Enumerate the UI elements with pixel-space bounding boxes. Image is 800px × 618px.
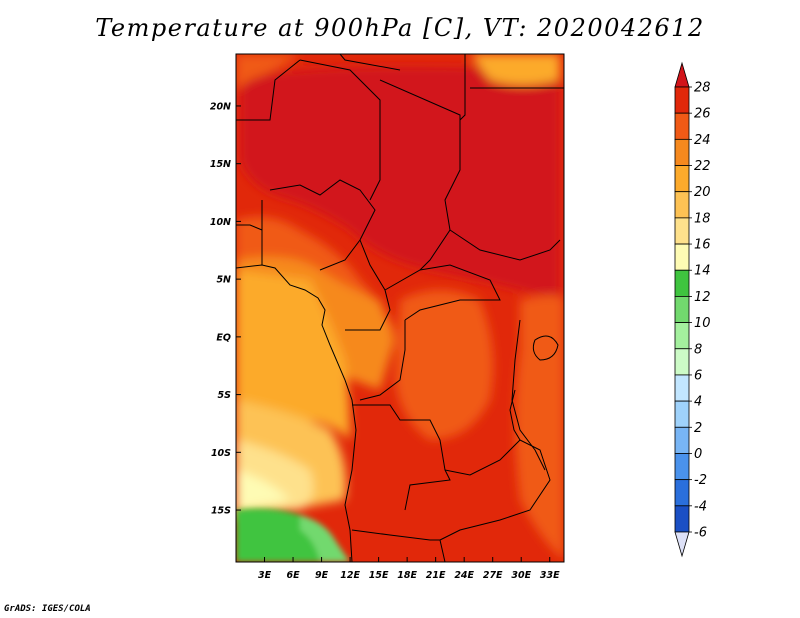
colorbar-box-band_20_22	[674, 165, 690, 193]
x-tick-label: 3E	[258, 570, 272, 581]
grads-credit: GrADS: IGES/COLA	[4, 604, 91, 614]
colorbar-label: 10	[694, 316, 711, 331]
colorbar-label: 0	[694, 447, 702, 462]
x-tick-label: 21E	[426, 570, 446, 581]
colorbar-box-band_10_12	[674, 296, 690, 323]
border-drc-east	[511, 319, 546, 471]
colorbar-box-band_14_16	[674, 243, 690, 271]
colorbar-box-band_22_24	[674, 138, 690, 166]
border-algeria-libya	[339, 54, 401, 71]
y-tick-label: 10N	[210, 217, 231, 228]
y-axis-ticks: 20N 15N 10N 5N EQ 5S 10S 15S	[210, 101, 241, 517]
colorbar-box-band_6_8	[674, 348, 690, 376]
colorbar-label: -2	[694, 473, 707, 488]
x-tick-label: 12E	[340, 570, 360, 581]
x-tick-label: 33E	[540, 570, 560, 581]
temperature-shading	[236, 54, 564, 562]
shade-east-africa	[515, 295, 564, 560]
shade-angola-palest	[236, 470, 290, 510]
colorbar-box-band_24_26	[674, 112, 690, 140]
border-sudan-south	[449, 229, 561, 261]
colorbar-label: 22	[694, 159, 711, 174]
colorbar-box-band_26_28	[674, 86, 690, 114]
shade-sw-lightgreen	[300, 515, 350, 562]
border-west-coastal	[236, 200, 263, 265]
lake-tanganyika	[509, 389, 521, 441]
y-tick-label: 5N	[216, 275, 231, 286]
colorbar-label: 6	[694, 368, 702, 383]
map-frame	[235, 53, 565, 563]
shade-sahel-hot	[240, 66, 560, 301]
y-tick-label: EQ	[216, 332, 231, 343]
map-title: Temperature at 900hPa [C], VT: 202004261…	[95, 14, 705, 42]
colorbar-label: 4	[694, 395, 702, 410]
colorbar-box-band_0_2	[674, 426, 690, 454]
y-tick-label: 5S	[218, 390, 232, 401]
colorbar-box-band_m6_m4	[674, 505, 690, 533]
colorbar-label: 18	[694, 211, 711, 226]
colorbar-bottom-triangle	[674, 531, 690, 558]
lake-victoria	[532, 335, 559, 361]
colorbar-label: 8	[694, 342, 702, 357]
x-tick-label: 27E	[483, 570, 503, 581]
shade-atlantic	[236, 270, 350, 440]
colorbar-label: 14	[694, 264, 711, 279]
colorbar-box-band_18_20	[674, 191, 690, 219]
border-angola	[352, 404, 451, 511]
x-tick-label: 30E	[511, 570, 531, 581]
shade-congo-orange	[395, 290, 494, 440]
border-mali-niger	[299, 59, 381, 201]
colorbar-top-triangle	[674, 61, 690, 88]
y-tick-label: 20N	[210, 101, 231, 112]
y-tick-label: 15N	[210, 159, 231, 170]
coastline-west	[236, 264, 357, 562]
x-axis-ticks: 3E 6E 9E 12E 15E 18E 21E 24E 27E 30E 33E	[258, 557, 560, 581]
colorbar-label: 28	[694, 81, 711, 96]
colorbar-label: -6	[694, 526, 707, 541]
colorbar-box-band_16_18	[674, 217, 690, 245]
y-tick-label: 15S	[211, 506, 231, 517]
border-cameroon	[345, 239, 391, 331]
x-tick-label: 9E	[315, 570, 329, 581]
colorbar-label: 20	[694, 185, 711, 200]
border-mauritania-mali	[236, 59, 301, 121]
colorbar-label: 16	[694, 238, 711, 253]
border-libya-egypt	[459, 54, 466, 121]
border-chad-sudan	[379, 79, 461, 271]
colorbar-label: 24	[694, 133, 711, 148]
border-zambia	[439, 439, 551, 541]
colorbar-label: 12	[694, 290, 711, 305]
x-tick-label: 6E	[286, 570, 300, 581]
x-tick-label: 15E	[369, 570, 389, 581]
colorbar-label: 2	[694, 421, 702, 436]
colorbar-box-band_12_14	[674, 269, 690, 297]
shade-ne-yellow	[470, 54, 560, 85]
y-tick-label: 10S	[211, 448, 231, 459]
colorbar-box-band_m2_0	[674, 453, 690, 481]
colorbar-box-band_m4_m2	[674, 479, 690, 507]
colorbar-box-band_2_4	[674, 400, 690, 428]
shade-north-orange	[236, 54, 300, 90]
colorbar-box-band_8_10	[674, 322, 690, 350]
colorbar-box-band_4_6	[674, 374, 690, 402]
border-nigeria	[269, 179, 376, 271]
x-tick-label: 18E	[397, 570, 417, 581]
x-tick-label: 24E	[454, 570, 474, 581]
colorbar-label: -4	[694, 499, 707, 514]
country-boundaries	[236, 54, 564, 562]
border-car	[384, 264, 501, 321]
colorbar-label: 26	[694, 107, 711, 122]
border-congo-drc	[359, 320, 406, 401]
border-namibia-botswana	[351, 529, 446, 562]
